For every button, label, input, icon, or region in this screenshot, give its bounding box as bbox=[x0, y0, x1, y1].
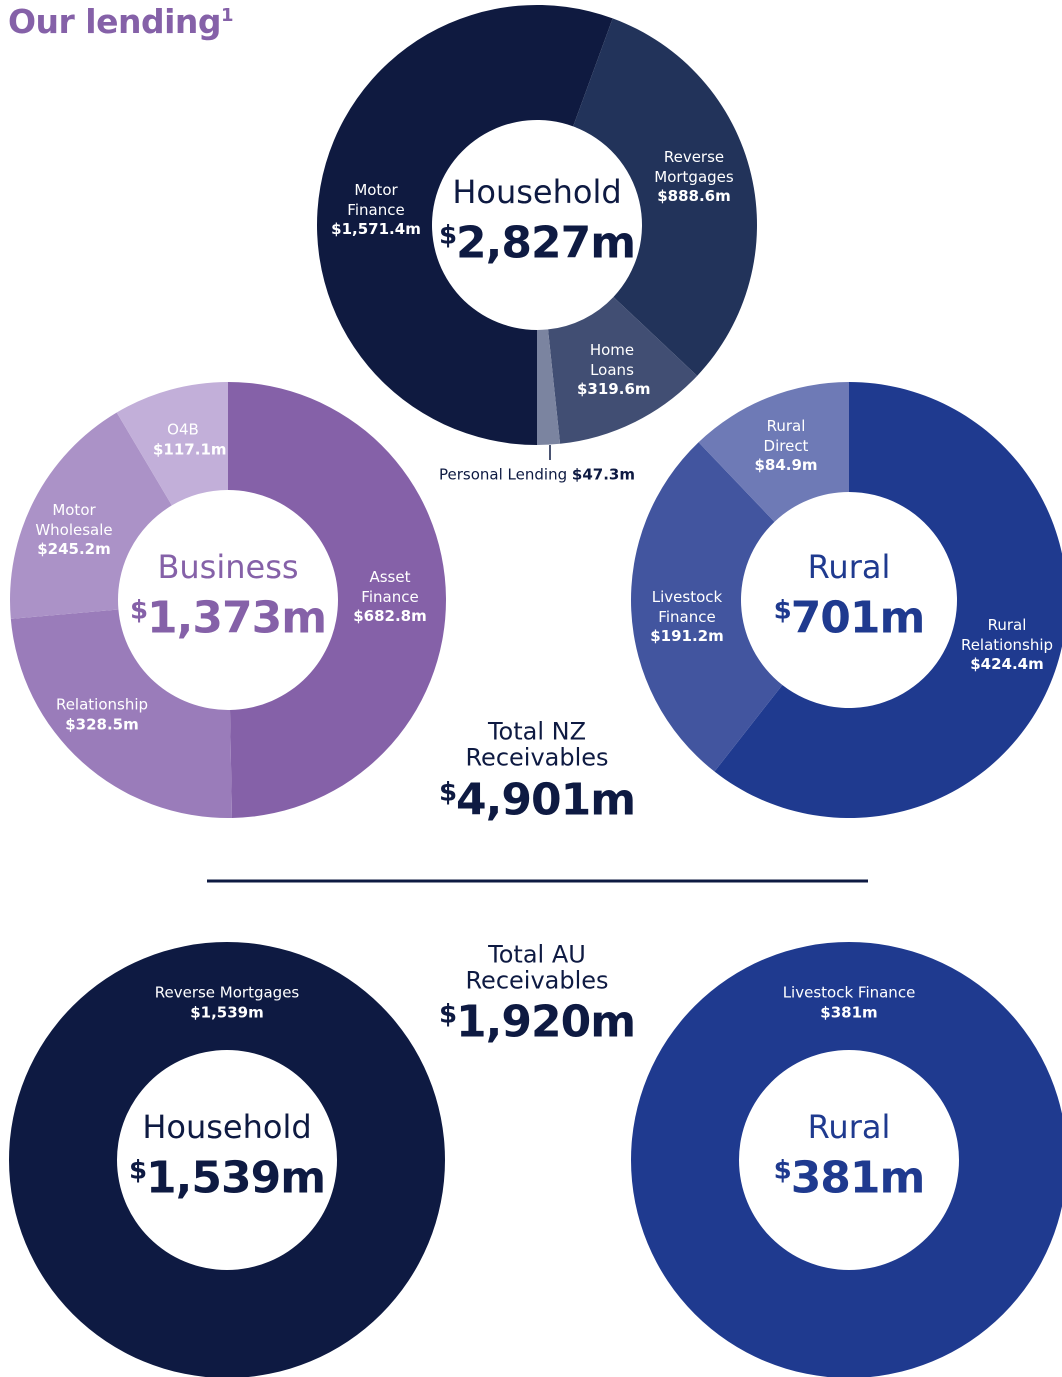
segment-value: $424.4m bbox=[970, 654, 1044, 673]
currency: $ bbox=[773, 595, 792, 626]
total-value-label: 4,901m bbox=[456, 774, 636, 826]
segment-label: Motor Finance $1,571.4m bbox=[331, 181, 421, 240]
donut-segment bbox=[631, 942, 1062, 1377]
currency: $ bbox=[438, 999, 457, 1030]
total-value: $1,920m bbox=[438, 993, 636, 1050]
segment-value: $117.1m bbox=[153, 440, 227, 458]
segment-value: $328.5m bbox=[65, 715, 139, 733]
total-label: 1,539m bbox=[146, 1152, 326, 1204]
segment-value: $84.9m bbox=[754, 455, 818, 474]
center-name: Household bbox=[142, 1108, 312, 1147]
donut-segment bbox=[714, 382, 1062, 818]
total-value: $4,901m bbox=[438, 771, 636, 828]
center-value: $1,539m bbox=[128, 1149, 326, 1206]
segment-value: $245.2m bbox=[37, 539, 111, 558]
donut-segment bbox=[698, 381, 849, 522]
segment-label: Livestock Finance $381m bbox=[739, 984, 959, 1023]
segment-label: Reverse Mortgages $888.6m bbox=[644, 148, 744, 207]
title-note: 1 bbox=[221, 5, 234, 26]
segment-value: $682.8m bbox=[353, 606, 427, 625]
segment-label: Home Loans $319.6m bbox=[577, 340, 651, 400]
page-title: Our lending1 bbox=[8, 2, 234, 41]
segment-name: Personal Lending bbox=[439, 465, 568, 484]
donut-segment bbox=[548, 296, 698, 444]
center-name: Rural bbox=[807, 548, 891, 587]
segment-name: Reverse Mortgages bbox=[654, 147, 734, 186]
total-label: 381m bbox=[790, 1152, 926, 1204]
center-value: $381m bbox=[773, 1149, 926, 1206]
donut-segment bbox=[228, 382, 446, 818]
segment-name: Motor Finance bbox=[347, 180, 405, 219]
segment-name: Home Loans bbox=[589, 340, 635, 379]
donut-segment bbox=[573, 18, 757, 376]
donut-segment bbox=[537, 329, 561, 445]
segment-label: Rural Relationship $424.4m bbox=[955, 616, 1060, 675]
currency: $ bbox=[773, 1155, 792, 1186]
center-value: $701m bbox=[773, 589, 926, 646]
segment-value: $381m bbox=[820, 1003, 878, 1021]
center-name: Household bbox=[452, 173, 622, 212]
segment-name: O4B bbox=[167, 420, 199, 439]
segment-label: Rural Direct $84.9m bbox=[751, 417, 821, 476]
segment-value: $47.3m bbox=[571, 465, 635, 484]
segment-label: Reverse Mortgages $1,539m bbox=[117, 984, 337, 1023]
currency: $ bbox=[129, 595, 148, 626]
currency: $ bbox=[438, 777, 457, 808]
segment-label: O4B $117.1m bbox=[153, 420, 227, 460]
total-label: 2,827m bbox=[456, 217, 636, 269]
segment-label: Motor Wholesale $245.2m bbox=[27, 501, 122, 560]
segment-name: Rural Direct bbox=[763, 416, 809, 455]
segment-name: Asset Finance bbox=[361, 567, 419, 606]
currency: $ bbox=[438, 220, 457, 251]
segment-name: Rural Relationship bbox=[960, 615, 1054, 654]
center-name: Business bbox=[157, 548, 299, 587]
segment-name: Motor Wholesale bbox=[35, 500, 113, 539]
segment-value: $1,539m bbox=[190, 1003, 264, 1021]
center-value: $2,827m bbox=[438, 214, 636, 271]
currency: $ bbox=[128, 1155, 147, 1186]
center-value: $1,373m bbox=[129, 589, 327, 646]
segment-name: Relationship bbox=[55, 695, 149, 714]
total-title: Total NZ Receivables bbox=[465, 717, 609, 772]
donut-segment bbox=[116, 382, 228, 506]
segment-label: Personal Lending $47.3m bbox=[407, 465, 667, 485]
total-label: 701m bbox=[790, 592, 926, 644]
segment-label: Livestock Finance $191.2m bbox=[645, 588, 730, 647]
center-name: Rural bbox=[807, 1108, 891, 1147]
segment-name: Reverse Mortgages bbox=[154, 983, 300, 1002]
donut-segment bbox=[10, 609, 232, 818]
donut-segment bbox=[9, 942, 445, 1377]
segment-value: $1,571.4m bbox=[331, 219, 421, 238]
total-value-label: 1,920m bbox=[456, 996, 636, 1048]
segment-name: Livestock Finance bbox=[651, 587, 723, 626]
segment-value: $191.2m bbox=[650, 626, 724, 645]
donut-segment bbox=[9, 412, 172, 619]
title-text: Our lending bbox=[8, 2, 222, 41]
total-title: Total AU Receivables bbox=[465, 940, 609, 995]
segment-name: Livestock Finance bbox=[782, 983, 916, 1002]
total-label: 1,373m bbox=[147, 592, 327, 644]
donut-segment bbox=[630, 442, 783, 772]
segment-label: Asset Finance $682.8m bbox=[350, 568, 430, 627]
segment-value: $888.6m bbox=[657, 186, 731, 205]
segment-value: $319.6m bbox=[577, 379, 651, 398]
segment-label: Relationship $328.5m bbox=[37, 696, 167, 735]
donut-segment bbox=[316, 4, 613, 446]
